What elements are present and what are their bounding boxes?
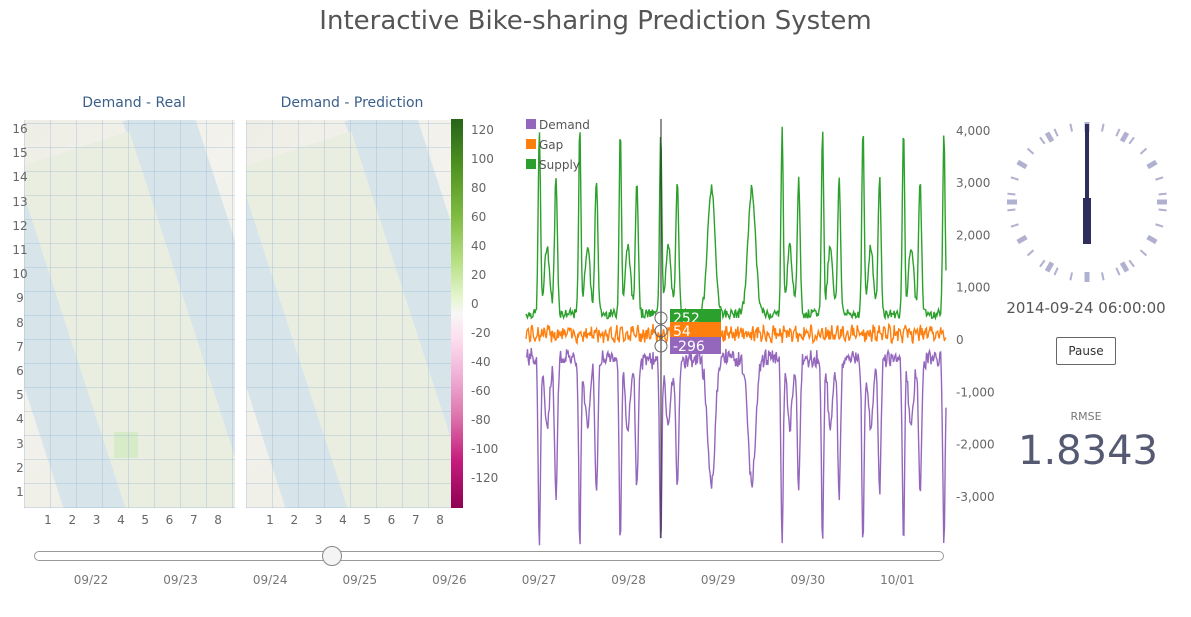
map-row-tick: 14 [12,170,28,185]
map-col-tick: 5 [363,513,371,527]
colorbar-tick: 40 [471,239,487,253]
colorbar-tick: -60 [471,384,491,398]
map-col-tick: 6 [165,513,174,527]
hover-point [654,324,668,338]
y-tick-label: -3,000 [956,490,995,504]
page-title: Interactive Bike-sharing Prediction Syst… [319,6,872,36]
map-col-tick: 3 [314,513,323,527]
timeline-date-tick: 09/25 [342,573,378,587]
map-row-tick: 15 [12,146,28,161]
legend-label-supply: Supply [539,158,580,172]
timeline-date-tick: 09/23 [163,573,198,587]
hover-value-demand: -296 [673,339,705,355]
legend-label-demand: Demand [539,118,590,132]
colorbar-tick: 60 [471,210,487,224]
colorbar-tick: -80 [471,413,491,427]
timeline-date-tick: 10/01 [880,573,915,587]
rmse-label: RMSE [1070,410,1102,423]
y-tick-label: -1,000 [956,385,995,399]
map-row-tick: 6 [16,364,24,378]
map-col-tick: 3 [92,513,101,527]
hover-badge [670,322,721,339]
map-col-tick: 4 [117,513,125,527]
timeline-date-tick: 09/24 [252,573,288,587]
legend-swatch [526,119,536,129]
map-real[interactable] [24,120,235,508]
map-col-tick: 7 [411,513,420,527]
timeline-slider-handle[interactable] [322,546,342,566]
colorbar-tick: -100 [471,442,499,456]
hover-point [654,339,668,353]
colorbar-tick: -20 [471,326,491,340]
map-row-tick: 2 [16,460,24,475]
map-prediction[interactable] [246,120,457,508]
colorbar-tick: 120 [471,123,494,137]
series-line-gap [525,322,947,346]
hover-value-gap: 54 [673,324,691,340]
y-tick-label: 4,000 [956,124,990,138]
current-datetime: 2014-09-24 06:00:00 [1006,299,1166,317]
map-col-tick: 7 [189,513,198,527]
y-tick-label: -2,000 [956,438,995,452]
map-col-tick: 2 [290,513,299,527]
hover-point [654,311,668,325]
y-tick-label: 2,000 [956,228,990,242]
pause-button[interactable]: Pause [1056,337,1116,365]
map-col-tick: 4 [339,513,347,527]
hover-badge [670,337,721,354]
colorbar-tick: -120 [471,471,499,485]
timeline-date-tick: 09/29 [700,573,736,587]
colorbar [451,119,463,508]
map-row-tick: 4 [16,412,24,427]
timeline-date-tick: 09/27 [521,573,557,587]
hover-badge [670,309,721,326]
rmse-value: 1.8343 [1018,428,1158,474]
map-col-tick: 1 [266,513,274,527]
colorbar-tick: -40 [471,355,491,369]
map-row-tick: 9 [16,291,24,306]
map-row-tick: 16 [12,122,28,136]
map-row-tick: 12 [12,218,28,233]
y-tick-label: 3,000 [956,176,990,190]
map-prediction-title: Demand - Prediction [280,95,424,111]
map-col-tick: 5 [141,513,149,527]
colorbar-tick: 80 [471,181,487,195]
map-real-title: Demand - Real [82,95,186,111]
map-row-tick: 7 [16,339,24,354]
timeline-slider-track[interactable] [34,551,944,561]
map-row-tick: 8 [16,315,24,330]
map-col-tick: 8 [436,513,444,527]
map-row-tick: 5 [16,388,24,403]
map-col-tick: 2 [68,513,77,527]
timeline-date-tick: 09/22 [73,573,109,587]
colorbar-tick: 100 [471,152,494,166]
map-row-tick: 1 [16,485,24,499]
colorbar-tick: 20 [471,268,487,282]
y-tick-label: 1,000 [956,281,990,295]
timeline-date-tick: 09/26 [432,573,467,587]
map-row-tick: 13 [12,194,28,209]
legend-swatch [526,159,536,169]
map-col-tick: 8 [214,513,222,527]
timeline-date-tick: 09/30 [790,573,826,587]
legend-swatch [526,139,536,149]
series-line-demand [525,348,947,546]
map-col-tick: 6 [387,513,396,527]
y-tick-label: 0 [956,333,964,347]
map-row-tick: 11 [12,243,28,257]
series-line-supply [525,126,947,321]
colorbar-tick: 0 [471,297,479,311]
map-row-tick: 10 [12,267,28,282]
map-col-tick: 1 [44,513,52,527]
map-row-tick: 3 [16,436,24,451]
legend-label-gap: Gap [539,138,563,152]
clock-icon [1007,122,1167,282]
timeline-date-tick: 09/28 [611,573,646,587]
